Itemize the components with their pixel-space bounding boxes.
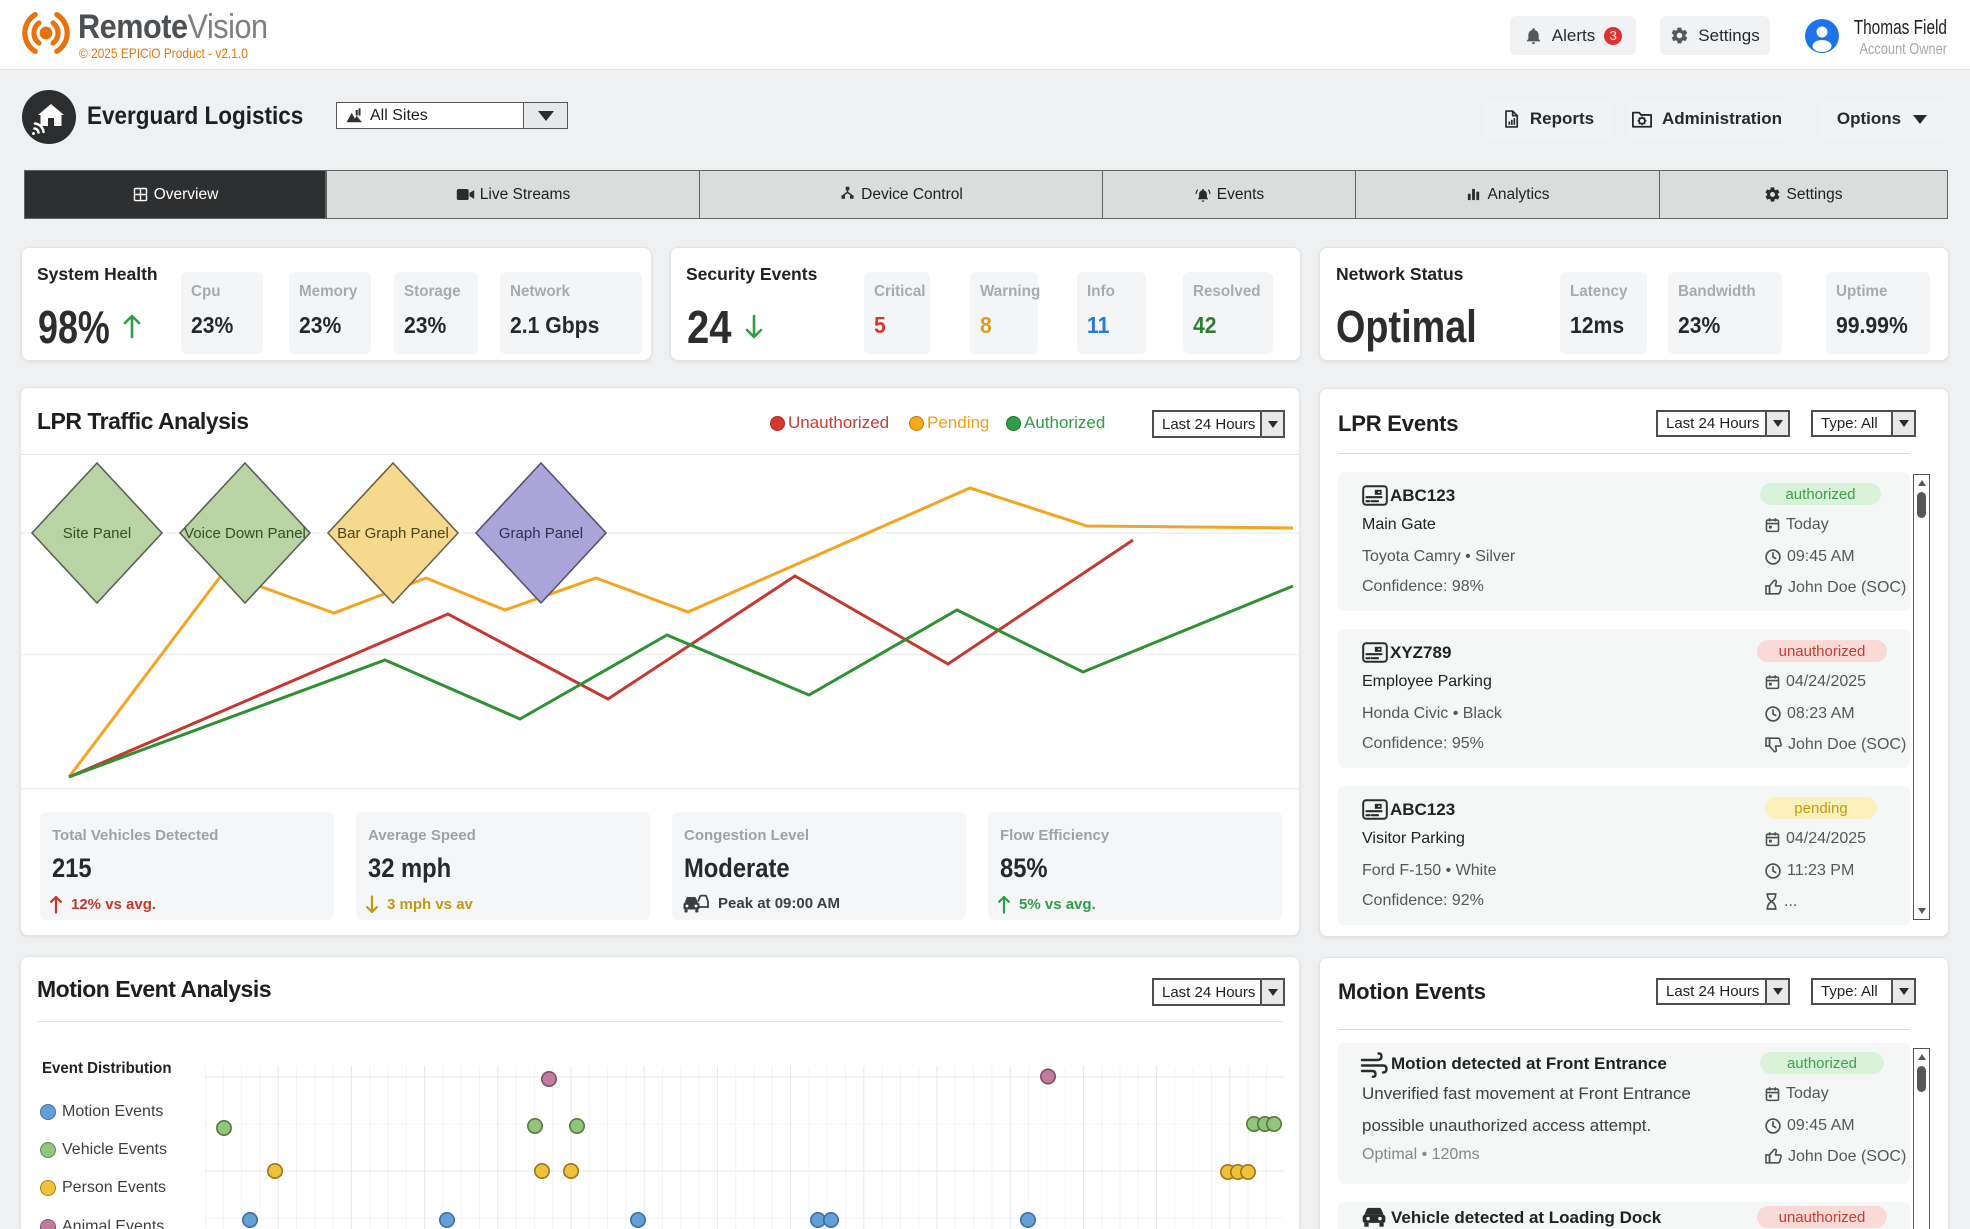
svg-text:Site Panel: Site Panel [63,525,131,542]
svg-text:Bar Graph Panel: Bar Graph Panel [337,525,449,542]
svg-text:Voice Down Panel: Voice Down Panel [184,525,306,542]
svg-text:Graph Panel: Graph Panel [499,525,583,542]
